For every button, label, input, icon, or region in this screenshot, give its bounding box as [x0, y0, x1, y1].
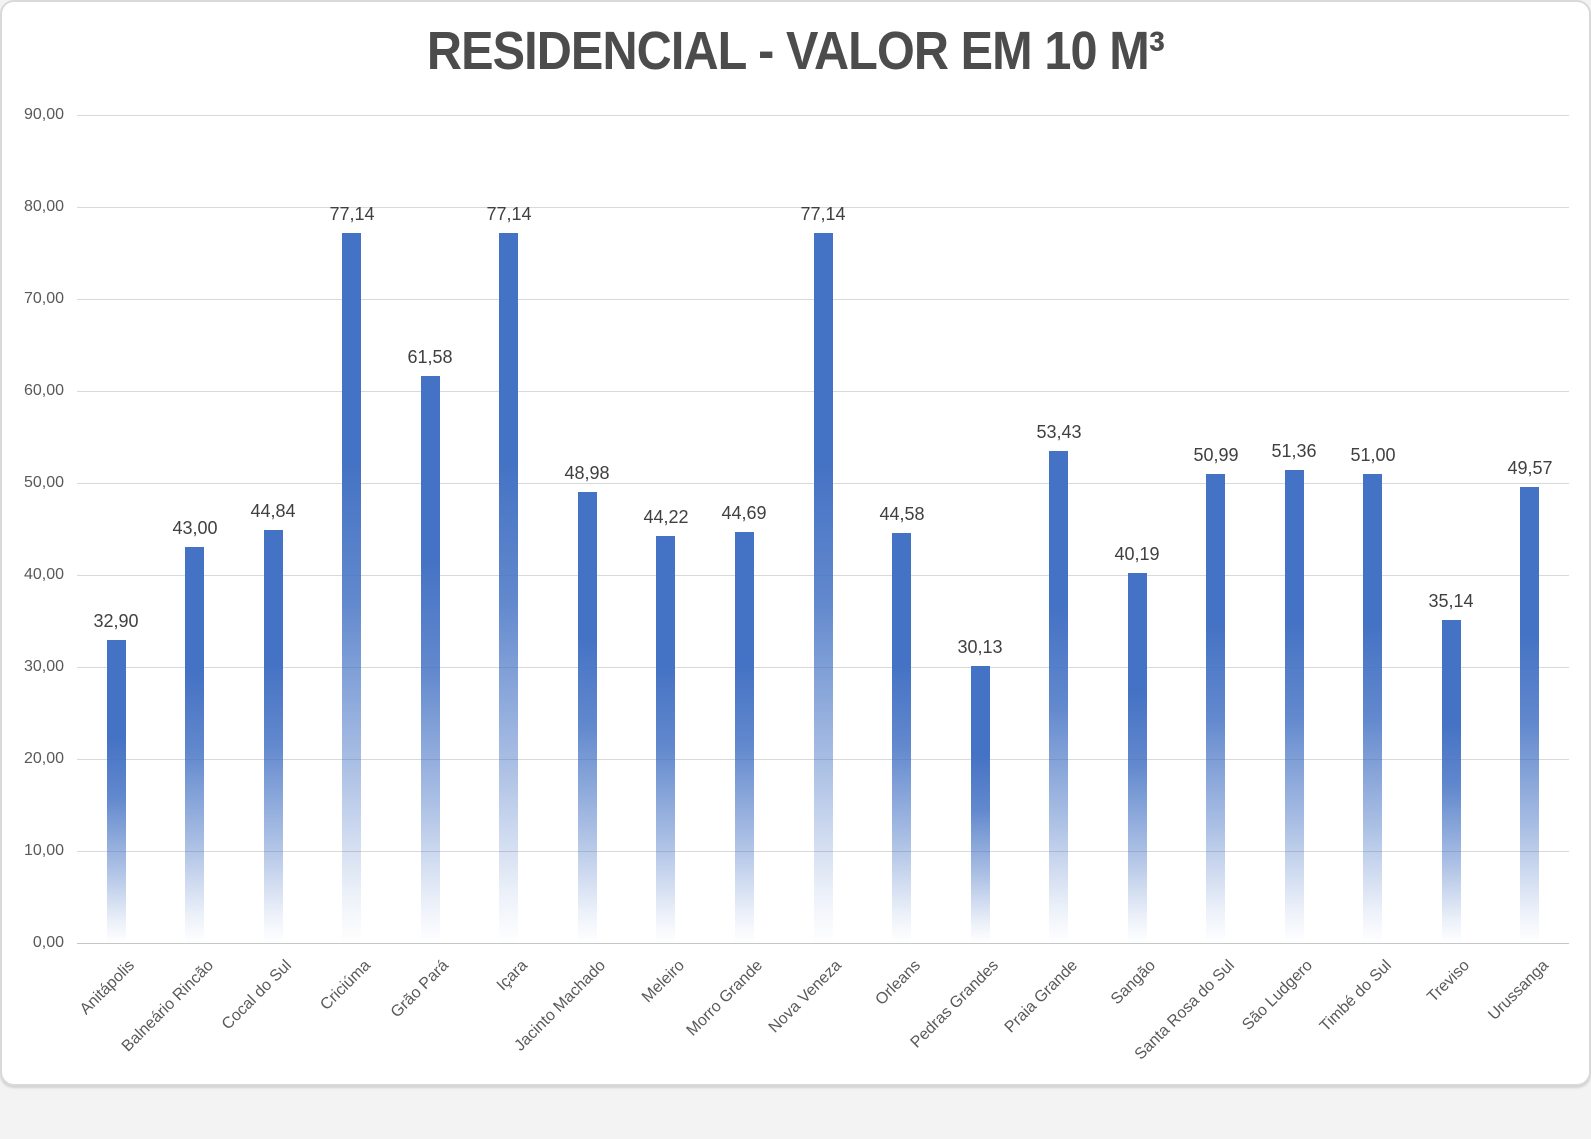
x-axis-category-label: Nova Veneza — [765, 957, 846, 1037]
gridline — [77, 207, 1569, 208]
bar-value-label: 44,69 — [721, 503, 767, 523]
bar — [1285, 470, 1304, 943]
x-axis-category-label: Pedras Grandes — [907, 957, 1003, 1052]
bar — [814, 233, 833, 943]
x-axis-category-label: Cocal do Sul — [218, 957, 296, 1034]
y-axis-tick-label: 20,00 — [23, 750, 64, 767]
y-axis-tick-label: 10,00 — [23, 842, 64, 859]
x-axis-category-label: Jacinto Machado — [511, 957, 610, 1055]
y-axis-tick-label: 0,00 — [32, 934, 64, 951]
bar-value-label: 53,43 — [1036, 422, 1082, 442]
bar-value-label: 49,57 — [1507, 458, 1553, 478]
y-axis-tick-label: 50,00 — [23, 474, 64, 491]
x-axis-category-label: São Ludgero — [1239, 957, 1317, 1034]
bar — [421, 376, 440, 943]
bar — [499, 233, 518, 943]
bar-value-label: 77,14 — [486, 204, 532, 224]
y-axis-tick-label: 60,00 — [23, 382, 64, 399]
y-axis-tick-label: 30,00 — [23, 658, 64, 675]
x-axis-category-label: Morro Grande — [683, 957, 767, 1040]
bar-value-label: 51,36 — [1271, 441, 1317, 461]
x-axis-category-label: Sangão — [1107, 957, 1160, 1009]
x-axis-category-label: Treviso — [1424, 957, 1474, 1006]
bar-value-label: 35,14 — [1428, 591, 1474, 611]
bar — [656, 536, 675, 943]
bar — [107, 640, 126, 943]
bar — [1363, 474, 1382, 943]
y-axis-tick-label: 70,00 — [23, 290, 64, 307]
bar — [578, 492, 597, 943]
bar-value-label: 77,14 — [329, 204, 375, 224]
x-axis-category-label: Urussanga — [1485, 957, 1553, 1024]
bar — [185, 547, 204, 943]
y-axis-tick-label: 80,00 — [23, 198, 64, 215]
bar-value-label: 61,58 — [407, 347, 453, 367]
bar-value-label: 44,58 — [879, 504, 925, 524]
bar — [892, 533, 911, 943]
bar-value-label: 48,98 — [564, 463, 610, 483]
bar-value-label: 51,00 — [1350, 445, 1396, 465]
x-axis-baseline — [77, 943, 1569, 944]
gridline — [77, 115, 1569, 116]
bar-value-label: 77,14 — [800, 204, 846, 224]
plot-area: 0,00 10,00 20,00 30,00 40,00 50,00 60,00 70,00 8… — [2, 2, 1589, 1084]
bar-value-label: 40,19 — [1114, 544, 1160, 564]
bar — [1049, 451, 1068, 943]
bar — [342, 233, 361, 943]
bar — [1520, 487, 1539, 943]
x-axis-category-label: Grão Pará — [387, 957, 453, 1022]
chart-title: RESIDENCIAL - VALOR EM 10 M³ — [426, 21, 1165, 81]
bar-value-label: 44,22 — [643, 507, 689, 527]
bar — [1206, 474, 1225, 943]
bar — [1442, 620, 1461, 943]
bar — [264, 530, 283, 943]
bar-value-label: 44,84 — [250, 501, 296, 521]
y-axis-tick-label: 40,00 — [23, 566, 64, 583]
bar-value-label: 50,99 — [1193, 445, 1239, 465]
bar — [971, 666, 990, 943]
bar — [1128, 573, 1147, 943]
bar-value-label: 43,00 — [172, 518, 218, 538]
chart-frame: RESIDENCIAL - VALOR EM 10 M³ 0,00 10,00 20… — [0, 0, 1591, 1086]
bar-value-label: 30,13 — [957, 637, 1003, 657]
bar-value-label: 32,90 — [93, 611, 139, 631]
bar — [735, 532, 754, 943]
y-axis-tick-label: 90,00 — [23, 106, 64, 123]
